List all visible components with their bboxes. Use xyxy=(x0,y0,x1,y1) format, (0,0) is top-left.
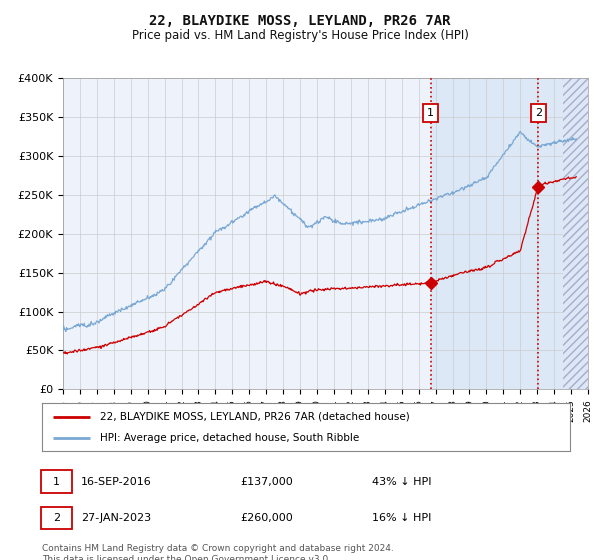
Text: Contains HM Land Registry data © Crown copyright and database right 2024.
This d: Contains HM Land Registry data © Crown c… xyxy=(42,544,394,560)
Text: 22, BLAYDIKE MOSS, LEYLAND, PR26 7AR (detached house): 22, BLAYDIKE MOSS, LEYLAND, PR26 7AR (de… xyxy=(100,412,410,422)
Text: 22, BLAYDIKE MOSS, LEYLAND, PR26 7AR: 22, BLAYDIKE MOSS, LEYLAND, PR26 7AR xyxy=(149,14,451,28)
Text: 1: 1 xyxy=(427,109,434,118)
Bar xyxy=(563,78,588,389)
Text: £260,000: £260,000 xyxy=(240,513,293,523)
Text: 16% ↓ HPI: 16% ↓ HPI xyxy=(372,513,431,523)
Text: HPI: Average price, detached house, South Ribble: HPI: Average price, detached house, Sout… xyxy=(100,433,359,444)
Text: 27-JAN-2023: 27-JAN-2023 xyxy=(81,513,151,523)
Text: 16-SEP-2016: 16-SEP-2016 xyxy=(81,477,152,487)
Text: 2: 2 xyxy=(53,513,60,523)
Text: 1: 1 xyxy=(53,477,60,487)
Text: 43% ↓ HPI: 43% ↓ HPI xyxy=(372,477,431,487)
Text: £137,000: £137,000 xyxy=(240,477,293,487)
Bar xyxy=(431,78,588,389)
Text: 2: 2 xyxy=(535,109,542,118)
Text: Price paid vs. HM Land Registry's House Price Index (HPI): Price paid vs. HM Land Registry's House … xyxy=(131,29,469,42)
